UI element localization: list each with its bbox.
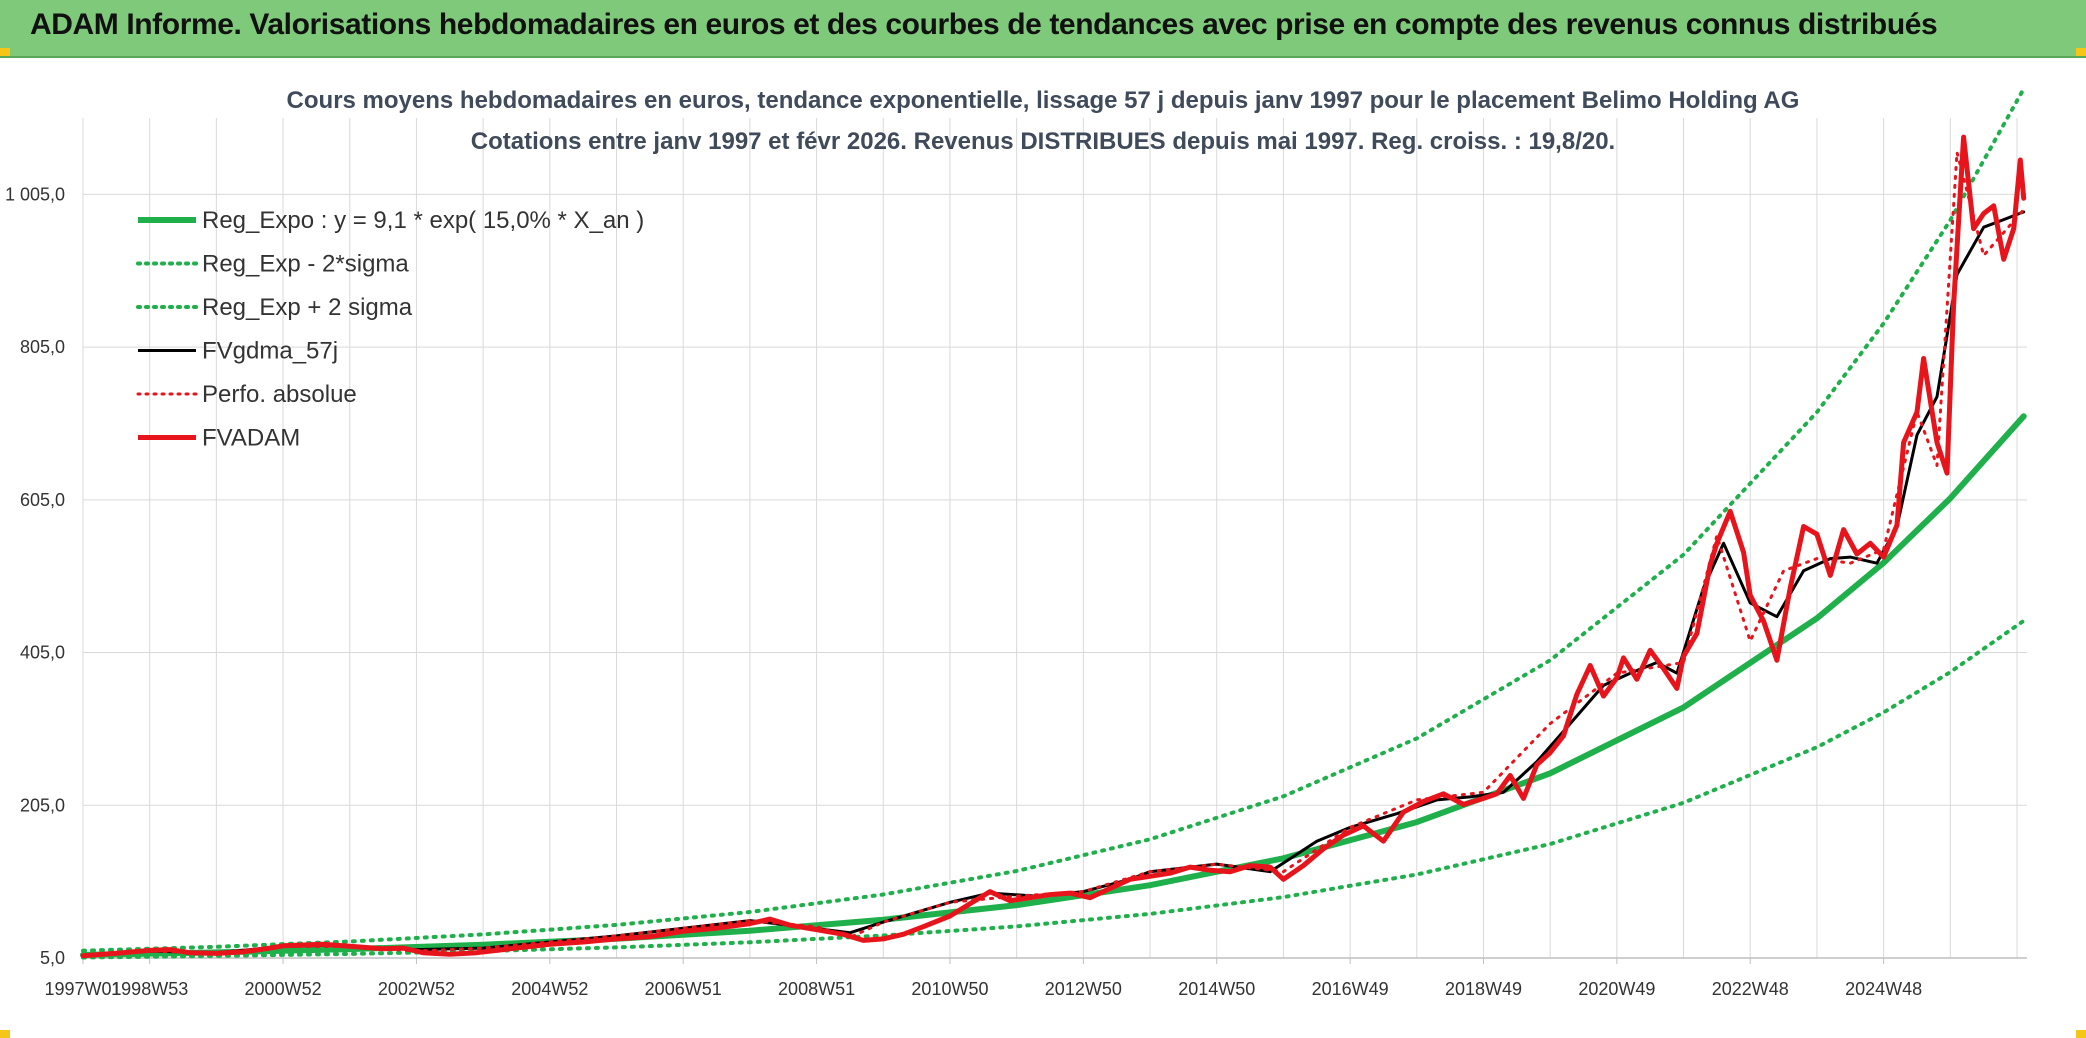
x-tick-label: 2024W48 [1845,979,1922,999]
series-line-fvadam [80,134,2027,959]
corner-marker-top-right [2076,48,2086,56]
x-tick-label: 2020W49 [1578,979,1655,999]
x-tick-label: 2000W52 [245,979,322,999]
chart-subtitle: Cotations entre janv 1997 et févr 2026. … [471,128,1615,155]
corner-marker-bottom-right [2076,1030,2086,1038]
legend-label: Reg_Expo : y = 9,1 * exp( 15,0% * X_an ) [202,207,644,234]
grid [82,118,2027,959]
x-tick-label: 2012W50 [1045,979,1122,999]
x-tick-label: 1998W53 [111,979,188,999]
y-tick-label: 805,0 [20,337,65,357]
corner-marker-top-left [0,48,10,56]
report-title: ADAM Informe. Valorisations hebdomadaire… [30,8,1938,41]
legend-label: Reg_Exp + 2 sigma [202,294,413,321]
corner-marker-bottom-left [0,1030,10,1038]
x-tick-label: 2008W51 [778,979,855,999]
legend: Reg_Expo : y = 9,1 * exp( 15,0% * X_an )… [136,207,644,452]
x-tick-label: 1997W01 [44,979,121,999]
chart-title: Cours moyens hebdomadaires en euros, ten… [287,87,1800,114]
series-line-reg-exp-2-sigma [81,86,2026,953]
legend-label: FVgdma_57j [202,338,338,365]
series-line-perfo-absolue [81,150,2026,958]
series-line-reg-exp-2-sigma [81,618,2026,960]
y-tick-label: 605,0 [20,490,65,510]
series-line-reg-expo-y-9-1-exp-15-0-x-an [80,413,2027,958]
axes: 5,0 205,0 405,0 605,0 805,0 1 005,0 1997W01199… [5,184,2027,999]
x-tick-label: 2014W50 [1178,979,1255,999]
x-tick-label: 2016W49 [1312,979,1389,999]
y-tick-label: 405,0 [20,643,65,663]
series-area [80,86,2027,960]
x-tick-label: 2004W52 [511,979,588,999]
x-tick-label: 2022W48 [1712,979,1789,999]
legend-label: Perfo. absolue [202,381,357,408]
y-tick-label: 1 005,0 [5,184,65,204]
x-tick-label: 2018W49 [1445,979,1522,999]
legend-label: Reg_Exp - 2*sigma [202,251,409,278]
x-tick-label: 2002W52 [378,979,455,999]
x-tick-label: 2006W51 [645,979,722,999]
legend-label: FVADAM [202,425,300,452]
y-tick-label: 5,0 [40,948,65,968]
x-tick-label: 2010W50 [911,979,988,999]
y-tick-label: 205,0 [20,795,65,815]
report-banner: ADAM Informe. Valorisations hebdomadaire… [0,0,2086,58]
